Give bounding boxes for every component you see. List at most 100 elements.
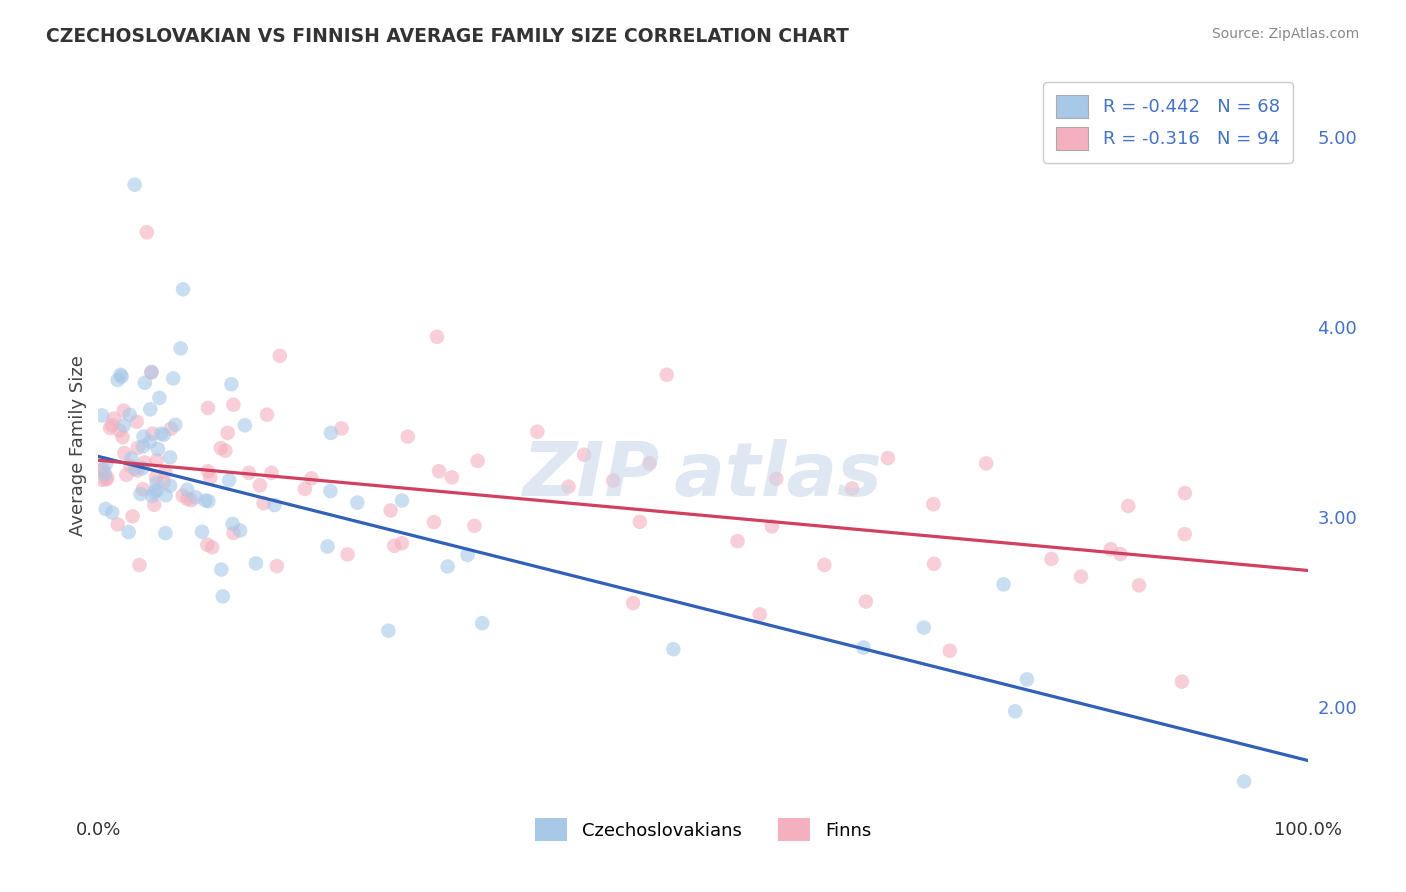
Point [336,548,359,562]
Point [211,590,233,604]
Point [146,442,169,456]
Point [748,607,770,622]
Point [221,516,243,531]
Point [727,534,749,549]
Point [155,465,177,479]
Point [155,526,177,541]
Point [197,494,219,508]
Point [176,483,198,497]
Point [391,536,413,550]
Point [145,483,167,498]
Point [222,526,245,541]
Point [150,426,173,441]
Point [101,418,124,433]
Point [1171,674,1194,689]
Point [572,448,595,462]
Point [152,427,174,442]
Point [238,466,260,480]
Point [841,482,863,496]
Legend: Czechoslovakians, Finns: Czechoslovakians, Finns [526,809,880,850]
Point [132,429,155,443]
Point [761,519,783,533]
Point [94,502,117,516]
Point [1099,542,1122,557]
Point [141,366,163,380]
Point [195,538,218,552]
Point [557,480,579,494]
Point [218,474,240,488]
Point [132,482,155,496]
Point [194,493,217,508]
Point [160,422,183,436]
Point [134,376,156,390]
Point [135,225,157,239]
Point [184,491,207,505]
Point [1174,486,1197,500]
Point [655,368,678,382]
Point [1174,527,1197,541]
Point [101,506,124,520]
Point [159,450,181,465]
Point [467,454,489,468]
Point [118,408,141,422]
Point [249,478,271,492]
Point [111,369,134,384]
Point [162,371,184,385]
Point [91,463,114,477]
Point [974,457,997,471]
Point [108,424,131,438]
Point [471,616,494,631]
Point [813,558,835,572]
Point [346,495,368,509]
Point [1015,673,1038,687]
Text: CZECHOSLOVAKIAN VS FINNISH AVERAGE FAMILY SIZE CORRELATION CHART: CZECHOSLOVAKIAN VS FINNISH AVERAGE FAMIL… [46,27,849,45]
Point [214,443,236,458]
Point [436,559,458,574]
Point [319,484,342,499]
Text: Source: ZipAtlas.com: Source: ZipAtlas.com [1212,27,1360,41]
Point [299,471,322,485]
Point [197,464,219,478]
Point [121,509,143,524]
Point [423,515,446,529]
Point [662,642,685,657]
Point [165,417,187,432]
Point [245,557,267,571]
Point [94,457,117,471]
Point [256,408,278,422]
Point [91,409,114,423]
Point [141,365,163,379]
Point [221,377,243,392]
Point [145,470,167,484]
Point [638,456,661,470]
Point [440,470,463,484]
Point [201,541,224,555]
Point [200,470,222,484]
Point [396,430,419,444]
Point [993,577,1015,591]
Point [1233,774,1256,789]
Point [939,644,962,658]
Point [143,484,166,499]
Point [107,517,129,532]
Point [217,425,239,440]
Point [765,472,787,486]
Point [91,473,114,487]
Point [391,493,413,508]
Point [139,402,162,417]
Point [319,425,342,440]
Point [110,368,132,382]
Point [134,455,156,469]
Point [457,548,479,562]
Point [463,518,485,533]
Point [131,461,153,475]
Point [127,441,149,455]
Point [172,282,194,296]
Point [294,482,316,496]
Point [141,489,163,503]
Point [120,451,142,466]
Point [1040,552,1063,566]
Point [855,594,877,608]
Point [111,430,134,444]
Point [129,487,152,501]
